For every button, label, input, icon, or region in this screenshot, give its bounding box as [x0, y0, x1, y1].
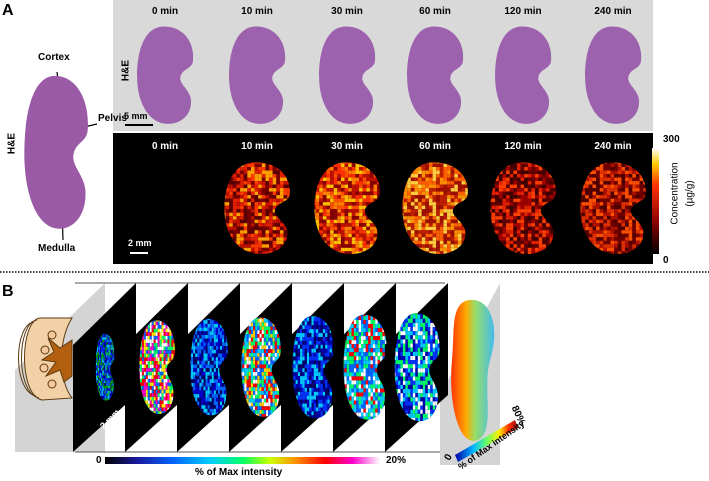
maldi-time-label: 240 min — [594, 141, 632, 152]
he-kidney-2 — [319, 26, 376, 124]
he-kidney-5 — [585, 26, 642, 124]
he-time-label: 240 min — [594, 6, 632, 17]
annotation-medulla: Medulla — [38, 243, 76, 254]
panel-b-letter: B — [2, 283, 14, 300]
colorbar-label-line1: Concentration — [669, 162, 681, 225]
he-time-label: 10 min — [241, 6, 273, 17]
he-time-label: 30 min — [331, 6, 363, 17]
colorbar-min: 0 — [663, 255, 669, 266]
maldi-time-label: 60 min — [419, 141, 451, 152]
maldi-scale-label: 2 mm — [128, 238, 152, 248]
annotation-cortex: Cortex — [38, 52, 70, 63]
he-strip-background — [113, 0, 653, 131]
he-kidney-1 — [229, 26, 286, 124]
maldi-kidney-5 — [580, 162, 646, 255]
overview-kidney-he — [24, 75, 88, 229]
he-time-label: 120 min — [504, 6, 542, 17]
concentration-colorbar — [652, 148, 659, 254]
he-kidney-4 — [495, 26, 552, 124]
he-time-label: 0 min — [151, 6, 179, 17]
he-kidney-0 — [137, 26, 194, 124]
annotation-pelvis: Pelvis — [98, 113, 127, 124]
intensity-colorbar-max: 20% — [386, 455, 407, 466]
panel-b-scale-bar — [104, 423, 116, 435]
he-kidney-3 — [407, 26, 464, 124]
he-row-label: H&E — [120, 59, 132, 82]
panel-a-letter: A — [2, 2, 14, 19]
maldi-time-label: 30 min — [331, 141, 363, 152]
he-scale-label: 5 mm — [124, 111, 148, 121]
intensity-colorbar-label: % of Max intensity — [195, 467, 283, 478]
msi-slice-kidney-2 — [190, 318, 228, 416]
msi-slice-kidney-5 — [343, 314, 387, 420]
overview-row-label: H&E — [6, 132, 18, 155]
intensity-colorbar-min: 0 — [96, 455, 102, 466]
maldi-time-label: 10 min — [241, 141, 273, 152]
he-time-label: 60 min — [419, 6, 451, 17]
kidney-3d-render — [451, 299, 495, 441]
maldi-row-label: MALDI MSI — [117, 169, 129, 222]
colorbar-max: 300 — [663, 134, 680, 145]
maldi-time-label: 0 min — [151, 141, 179, 152]
render-colorbar — [455, 420, 518, 462]
maldi-strip-background — [113, 133, 653, 264]
maldi-time-label: 120 min — [504, 141, 542, 152]
kidney-schematic — [18, 317, 73, 401]
colorbar-label-line2: (µg/g) — [684, 180, 696, 207]
intensity-colorbar — [105, 457, 380, 464]
